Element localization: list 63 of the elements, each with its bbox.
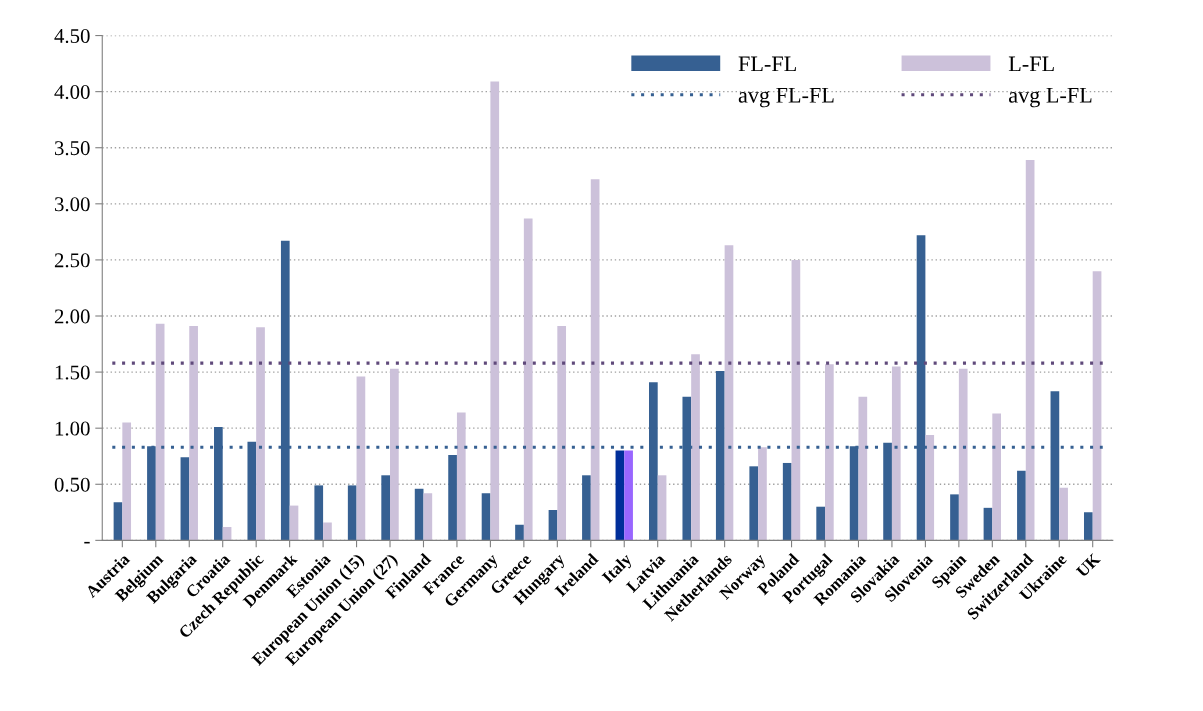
bar xyxy=(557,326,567,541)
bar xyxy=(749,466,759,541)
bar xyxy=(347,485,357,541)
y-tick-label: 0.50 xyxy=(54,477,90,492)
bar xyxy=(782,462,792,541)
bar xyxy=(448,455,457,541)
bar xyxy=(582,475,591,541)
y-tick-label: 1.50 xyxy=(55,365,90,380)
bar xyxy=(523,218,533,541)
bar xyxy=(950,494,959,541)
legend-label: avg FL-FL xyxy=(738,87,834,108)
y-tick-label: 4.00 xyxy=(54,85,90,100)
bar xyxy=(891,366,901,541)
y-tick-label: 1.00 xyxy=(55,421,90,436)
bar xyxy=(113,502,123,541)
bar xyxy=(423,493,433,541)
bar xyxy=(314,485,324,541)
bar xyxy=(657,475,667,541)
bar xyxy=(323,522,332,541)
bar xyxy=(548,510,558,541)
bar xyxy=(122,422,132,541)
bar xyxy=(1017,470,1026,541)
bar xyxy=(180,457,190,541)
bar xyxy=(381,475,391,541)
y-tick-label: 4.50 xyxy=(54,28,90,44)
bar xyxy=(289,505,299,541)
y-tick-label: 3.50 xyxy=(54,141,90,156)
legend-label: avg L-FL xyxy=(1009,87,1092,108)
bar xyxy=(590,179,600,541)
bar xyxy=(615,450,625,541)
x-tick-label: UK xyxy=(1075,552,1101,578)
bar xyxy=(1092,271,1102,541)
bar xyxy=(691,354,700,541)
bar xyxy=(958,368,968,541)
y-tick-label: 3.00 xyxy=(54,197,90,212)
bar xyxy=(925,434,935,541)
bar xyxy=(356,376,366,541)
bar xyxy=(758,447,767,541)
bar xyxy=(825,364,834,541)
bar xyxy=(456,412,466,541)
bar xyxy=(414,488,424,541)
bar xyxy=(490,81,500,541)
bar xyxy=(724,245,734,541)
bar xyxy=(155,323,165,541)
y-tick-label: 2.50 xyxy=(54,253,90,268)
bar xyxy=(858,396,868,541)
y-tick-label: 2.00 xyxy=(54,309,90,324)
y-tick-label: - xyxy=(84,541,90,544)
bar xyxy=(992,413,1002,541)
bar xyxy=(256,327,265,541)
bar xyxy=(983,507,993,541)
bar xyxy=(515,524,524,541)
legend-label: FL-FL xyxy=(738,56,796,72)
bar xyxy=(1059,487,1068,541)
bar xyxy=(816,506,826,541)
bar xyxy=(791,259,801,541)
bar xyxy=(624,450,633,541)
bar xyxy=(481,493,491,541)
legend-label: L-FL xyxy=(1008,56,1054,72)
bar xyxy=(1084,512,1093,541)
bar xyxy=(189,326,198,541)
bar xyxy=(1025,160,1035,541)
bar xyxy=(390,368,399,541)
